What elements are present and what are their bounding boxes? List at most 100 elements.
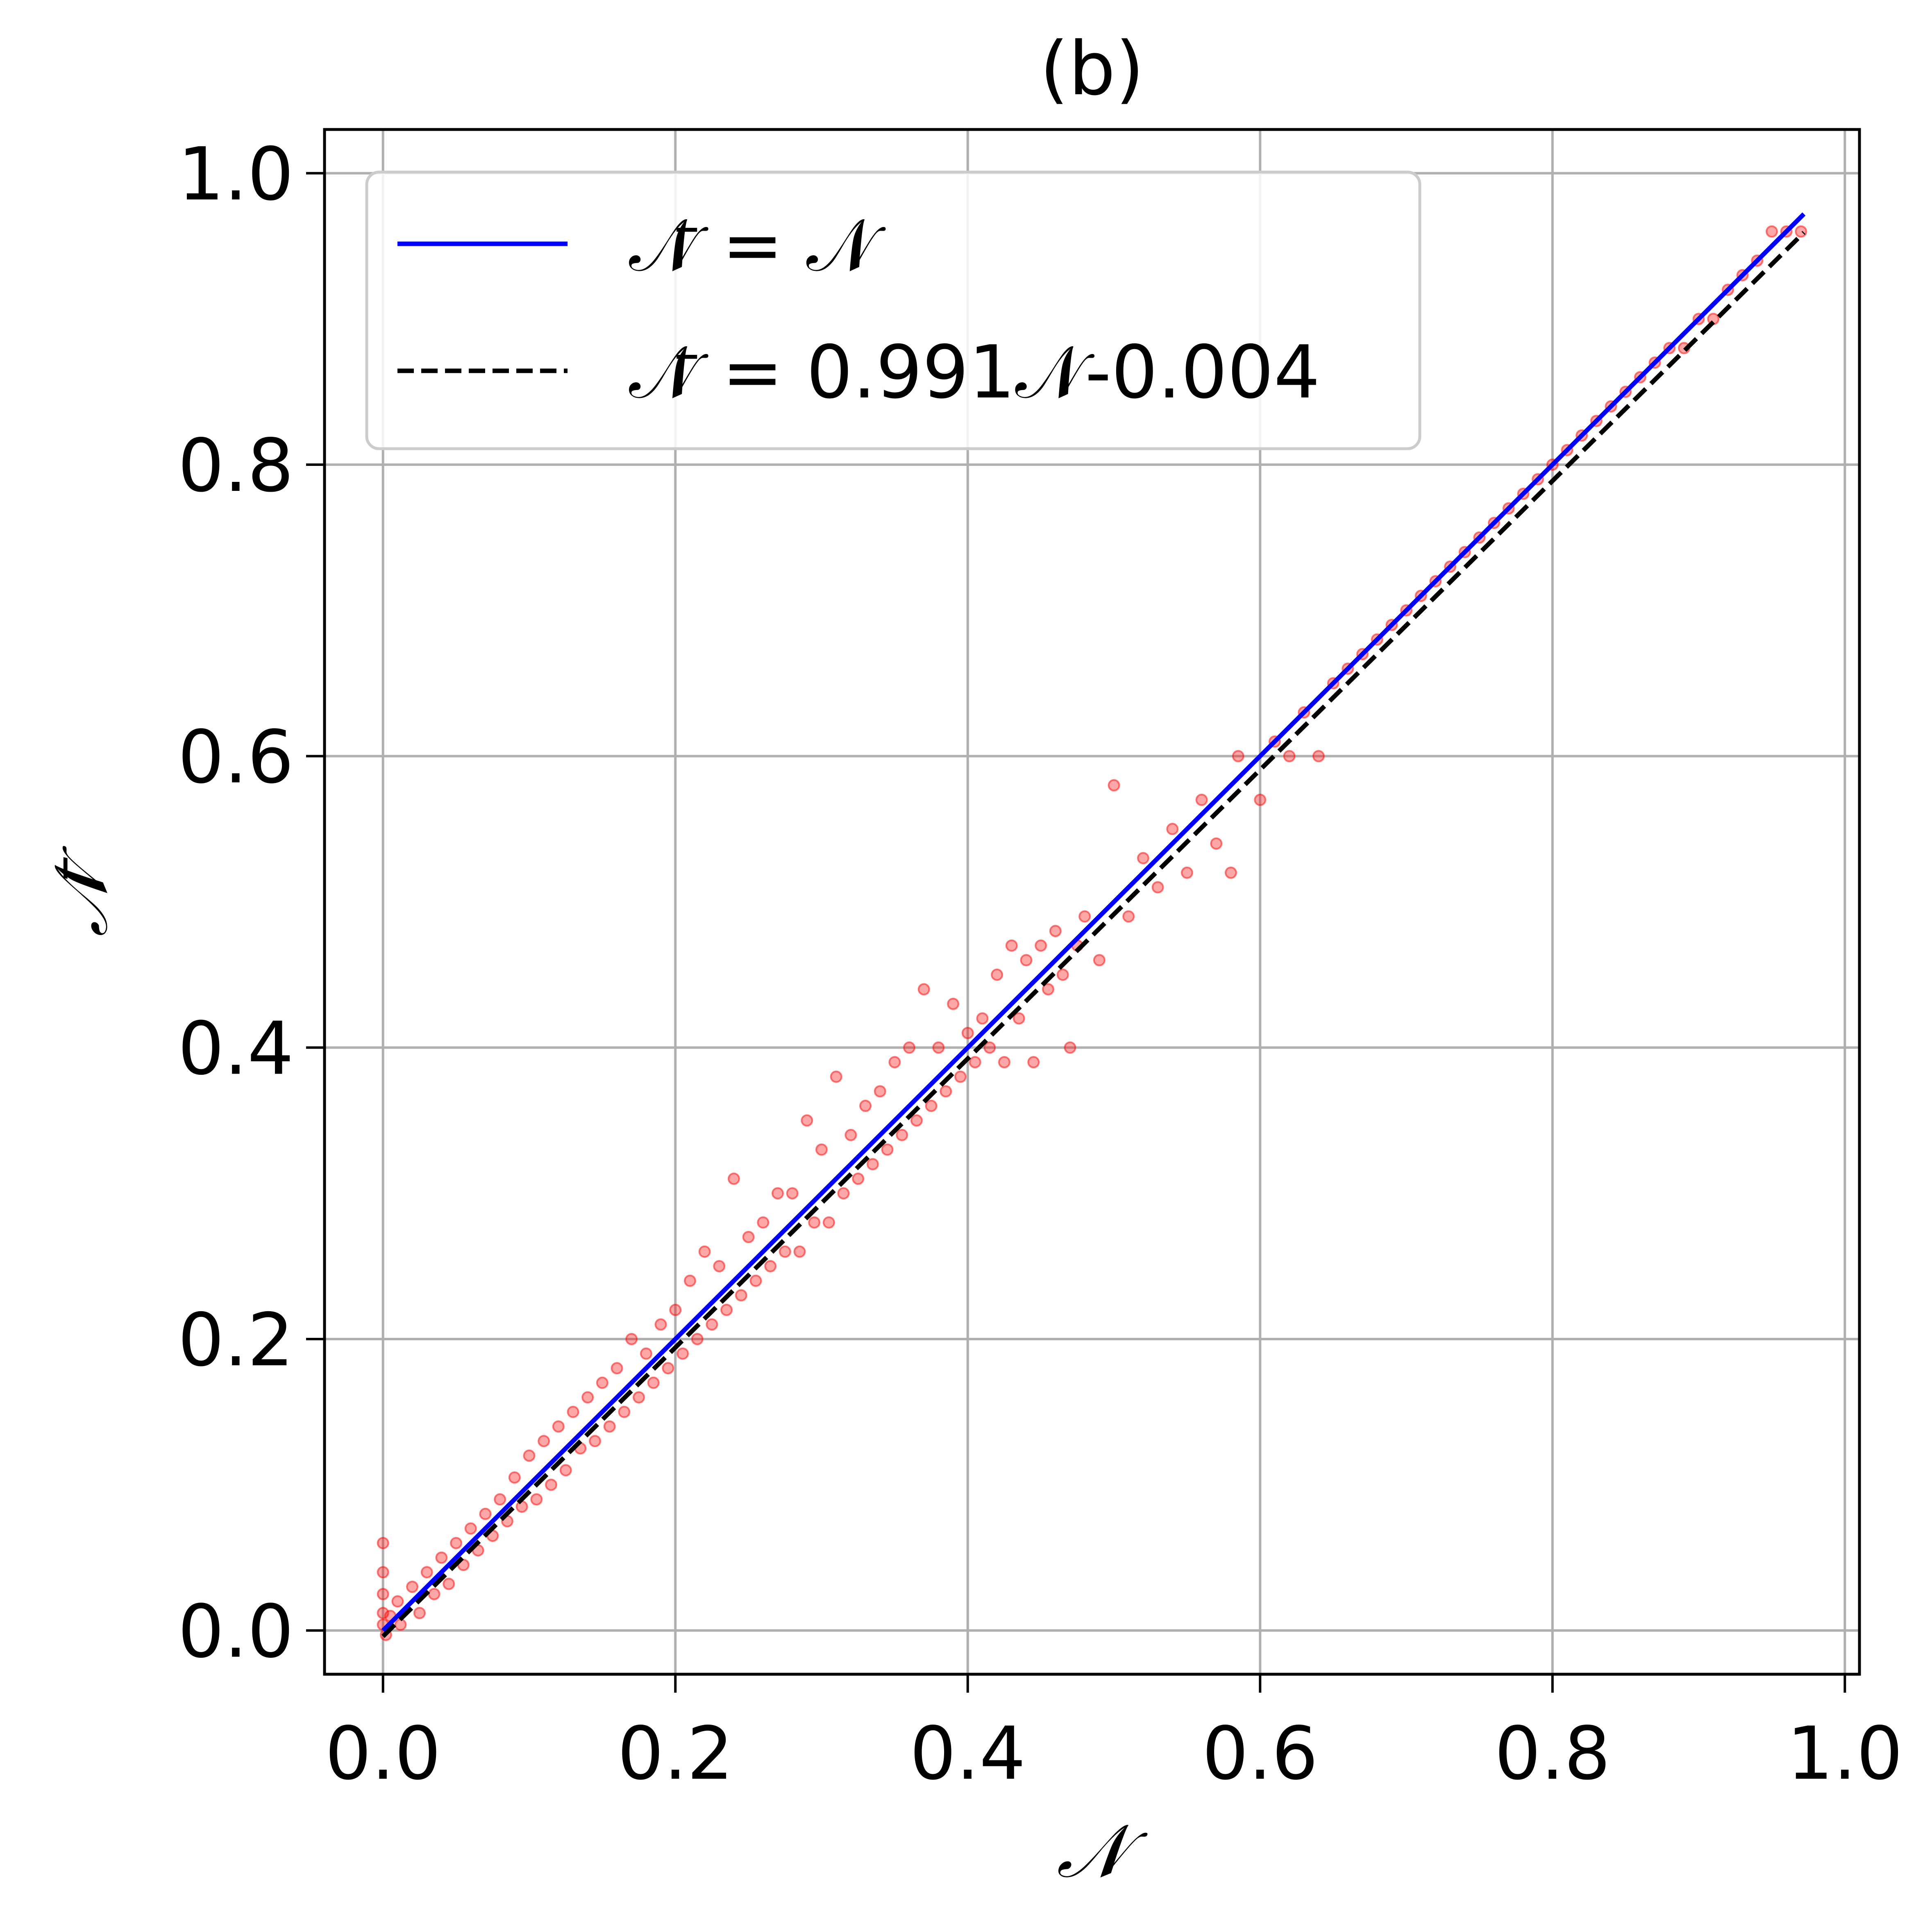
x-axis-ticks: 0.0 0.2 0.4 0.6 0.8 1.0 bbox=[325, 1674, 1903, 1796]
scatter-point bbox=[691, 1333, 704, 1345]
scatter-point bbox=[845, 1129, 857, 1142]
scatter-point bbox=[552, 1420, 565, 1433]
scatter-point bbox=[1122, 910, 1135, 923]
identity-line bbox=[381, 212, 1806, 1632]
scatter-point bbox=[683, 1274, 696, 1287]
scatter-point bbox=[1283, 750, 1296, 763]
scatter-point bbox=[698, 1245, 711, 1258]
scatter-point bbox=[596, 1376, 608, 1389]
scatter-point bbox=[567, 1405, 579, 1418]
scatter-point bbox=[677, 1347, 689, 1360]
y-tick-label: 0.8 bbox=[178, 423, 294, 508]
scatter-point bbox=[377, 1588, 389, 1600]
scatter-point bbox=[976, 1012, 989, 1025]
scatter-point bbox=[961, 1027, 974, 1040]
scatter-point bbox=[1020, 954, 1033, 967]
scatter-point bbox=[866, 1158, 879, 1171]
scatter-point bbox=[413, 1607, 426, 1619]
scatter-point bbox=[647, 1376, 660, 1389]
scatter-point bbox=[1151, 881, 1164, 894]
scatter-point bbox=[494, 1493, 506, 1506]
legend-box bbox=[365, 170, 1421, 450]
scatter-point bbox=[523, 1449, 536, 1462]
scatter-point bbox=[896, 1129, 908, 1142]
scatter-point bbox=[969, 1056, 981, 1069]
scatter-point bbox=[822, 1216, 835, 1229]
scatter-point bbox=[954, 1070, 967, 1083]
scatter-point bbox=[640, 1347, 652, 1360]
scatter-point bbox=[394, 1619, 407, 1631]
scatter-point bbox=[1093, 954, 1106, 967]
scatter-point bbox=[779, 1245, 791, 1258]
scatter-point bbox=[464, 1522, 477, 1535]
y-axis-ticks: 0.0 0.2 0.4 0.6 0.8 1.0 bbox=[178, 132, 325, 1674]
scatter-point bbox=[654, 1318, 667, 1331]
scatter-point bbox=[801, 1114, 813, 1127]
scatter-point bbox=[1195, 794, 1208, 806]
scatter-point bbox=[1027, 1056, 1040, 1069]
scatter-point bbox=[1224, 866, 1237, 879]
scatter-point bbox=[581, 1391, 594, 1404]
scatter-point bbox=[1795, 225, 1807, 238]
y-tick-label: 0.4 bbox=[178, 1006, 294, 1091]
scatter-point bbox=[508, 1471, 521, 1484]
legend-label-fit-line: 𝒩̄ = 0.991𝒩-0.004 bbox=[629, 330, 1320, 415]
scatter-point bbox=[859, 1099, 872, 1112]
scatter-point bbox=[1042, 983, 1054, 996]
fit-line bbox=[381, 231, 1806, 1638]
x-tick-label: 0.0 bbox=[325, 1711, 441, 1796]
scatter-point bbox=[764, 1260, 777, 1273]
scatter-point bbox=[888, 1056, 901, 1069]
scatter-point bbox=[515, 1500, 528, 1513]
scatter-point bbox=[450, 1537, 463, 1549]
scatter-point bbox=[479, 1507, 492, 1520]
scatter-point bbox=[1078, 910, 1091, 923]
x-tick-label: 0.8 bbox=[1494, 1711, 1610, 1796]
scatter-point bbox=[1013, 1012, 1025, 1025]
scatter-point bbox=[1210, 837, 1223, 850]
scatter-point bbox=[538, 1435, 550, 1447]
scatter-point bbox=[428, 1588, 440, 1600]
scatter-point bbox=[1765, 225, 1778, 238]
scatter-point bbox=[757, 1216, 770, 1229]
scatter-point bbox=[903, 1041, 916, 1054]
scatter-point bbox=[808, 1216, 821, 1229]
scatter-point bbox=[1312, 750, 1325, 763]
plot-frame bbox=[323, 128, 1861, 1676]
scatter-point bbox=[618, 1405, 631, 1418]
scatter-point bbox=[720, 1303, 733, 1316]
scatter-point bbox=[881, 1143, 894, 1156]
scatter-point bbox=[1056, 968, 1069, 981]
scatter-point bbox=[947, 997, 960, 1010]
scatter-point bbox=[611, 1362, 623, 1375]
legend: 𝒩̄ = 𝒩 𝒩̄ = 0.991𝒩-0.004 bbox=[365, 170, 1421, 450]
fit-lines bbox=[381, 212, 1806, 1638]
scatter-point bbox=[932, 1041, 945, 1054]
scatter-point bbox=[1232, 750, 1244, 763]
scatter-point bbox=[706, 1318, 718, 1331]
scatter-point bbox=[1137, 852, 1149, 865]
y-tick-label: 1.0 bbox=[178, 132, 294, 217]
scatter-point bbox=[669, 1303, 682, 1316]
scatter-point bbox=[830, 1070, 842, 1083]
scatter-point bbox=[391, 1595, 404, 1608]
scatter-point bbox=[983, 1041, 996, 1054]
scatter-point bbox=[435, 1551, 448, 1564]
scatter-point bbox=[837, 1187, 850, 1200]
scatter-point bbox=[713, 1260, 726, 1273]
scatter-point bbox=[940, 1085, 952, 1098]
scatter-point bbox=[991, 968, 1003, 981]
scatter-point bbox=[377, 1537, 389, 1549]
scatter-point bbox=[1064, 1041, 1076, 1054]
scatter-point bbox=[559, 1464, 572, 1477]
scatter-point bbox=[815, 1143, 828, 1156]
x-tick-label: 0.4 bbox=[910, 1711, 1026, 1796]
scatter-point bbox=[545, 1478, 557, 1491]
x-tick-label: 0.2 bbox=[618, 1711, 733, 1796]
scatter-point bbox=[1254, 794, 1267, 806]
scatter-point bbox=[589, 1435, 602, 1447]
scatter-point bbox=[625, 1333, 638, 1345]
scatter-point bbox=[633, 1391, 645, 1404]
scatter-point bbox=[1005, 939, 1018, 952]
scatter-point bbox=[530, 1493, 543, 1506]
